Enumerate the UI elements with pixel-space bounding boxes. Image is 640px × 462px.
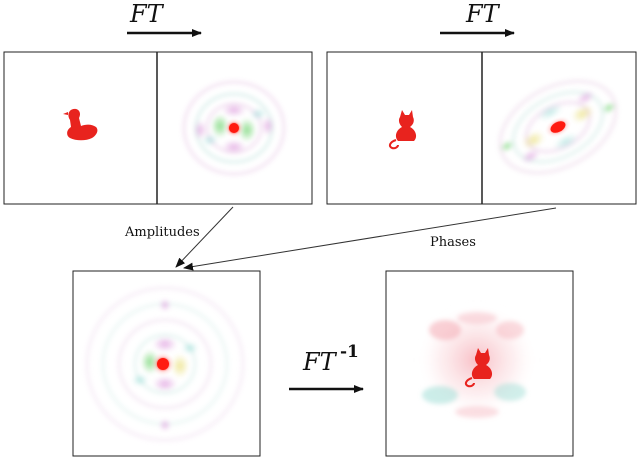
ft-forward-group-1: FT [127,0,202,37]
ft-inverse-label: FT [302,348,338,376]
reconstruction-panel [385,270,574,457]
duck-panel-pair [3,51,313,205]
duck-object [63,108,98,141]
ft-inverse-exponent: -1 [340,342,359,362]
combined-spectrum-panel [72,270,261,457]
cat-panel-pair [326,51,637,205]
ft-label-2: FT [465,0,501,28]
phases-connector-arrow [183,207,557,271]
ft-label-1: FT [129,0,165,28]
cat-spectrum [498,79,618,175]
ft-forward-group-2: FT [440,0,515,37]
amplitudes-connector-arrow [175,206,234,268]
cat-object [388,110,417,150]
reconstructed-cat [464,348,493,388]
amplitudes-caption: Amplitudes [124,225,200,240]
ft-inverse-group: FT -1 [289,342,364,393]
duck-spectrum [182,80,286,176]
phases-caption: Phases [430,235,476,250]
